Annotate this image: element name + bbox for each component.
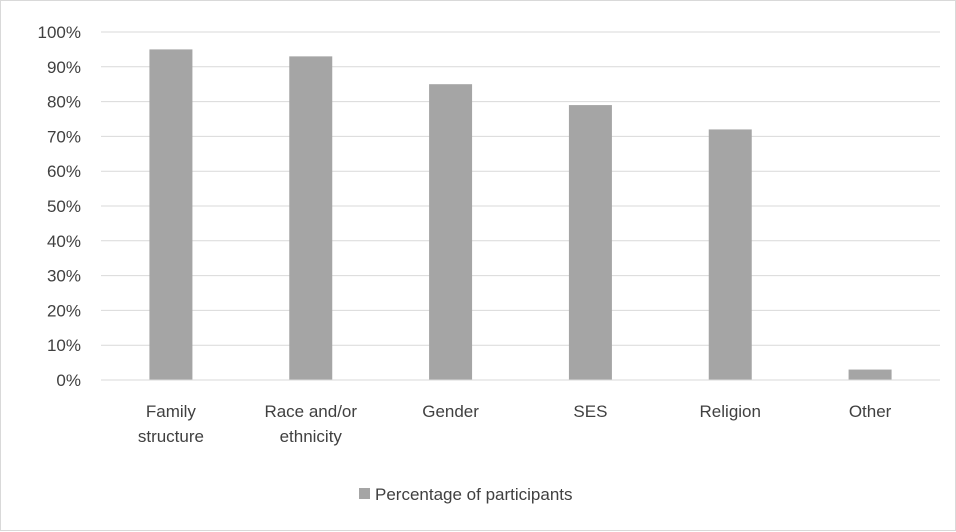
x-category-label: ethnicity [280, 427, 343, 446]
bars [149, 49, 892, 381]
x-category-label: Race and/or [264, 402, 357, 421]
bar [568, 105, 612, 380]
x-category-label: Gender [422, 402, 479, 421]
x-category-label: Religion [700, 402, 761, 421]
x-category-label: SES [573, 402, 607, 421]
y-tick-label: 60% [47, 162, 81, 181]
y-tick-label: 100% [38, 23, 81, 42]
x-category-label: Family [146, 402, 197, 421]
y-tick-label: 90% [47, 58, 81, 77]
y-tick-label: 30% [47, 267, 81, 286]
legend-label: Percentage of participants [375, 485, 573, 504]
bar [149, 49, 193, 381]
bar [848, 369, 892, 380]
legend-swatch [359, 488, 370, 499]
y-tick-label: 10% [47, 336, 81, 355]
bar [429, 84, 473, 380]
bar [708, 129, 752, 380]
x-category-label: Other [849, 402, 892, 421]
y-tick-label: 80% [47, 93, 81, 112]
gridlines [101, 31, 940, 346]
x-axis-category-labels: Family structure Race and/or ethnicity Gende… [138, 402, 892, 446]
y-tick-label: 20% [47, 301, 81, 320]
y-axis-tick-labels: 0% 10% 20% 30% 40% 50% 60% 70% 80% 90% 100% [38, 23, 81, 390]
bar [289, 56, 333, 381]
legend: Percentage of participants [359, 485, 573, 504]
y-tick-label: 50% [47, 197, 81, 216]
y-tick-label: 0% [56, 371, 81, 390]
y-tick-label: 40% [47, 232, 81, 251]
y-tick-label: 70% [47, 127, 81, 146]
x-category-label: structure [138, 427, 204, 446]
